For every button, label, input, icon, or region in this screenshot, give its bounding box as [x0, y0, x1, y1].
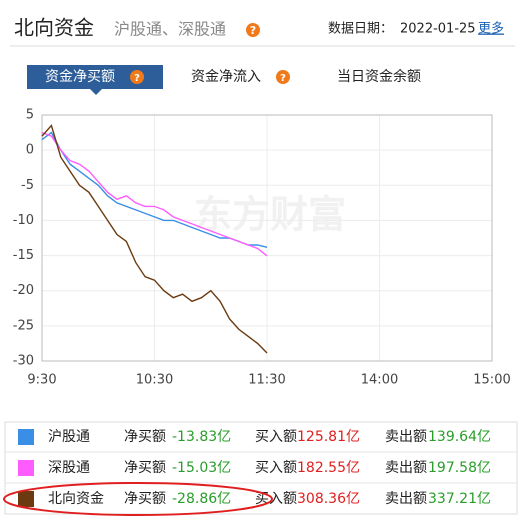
- chart: 东方财富 5 0 -5 -10 -15 -20 -25 -30 9:30 10:30 11:30 14:…: [13, 108, 511, 388]
- legend-swatch: [18, 429, 34, 445]
- legend-buy: 182.55亿: [297, 460, 360, 476]
- tab[interactable]: 资金净流入: [191, 69, 261, 85]
- y-tick-label: -15: [13, 248, 34, 263]
- tab[interactable]: 当日资金余额: [337, 68, 421, 85]
- series-line: [41, 124, 268, 354]
- legend-sell-label: 卖出额: [385, 460, 427, 476]
- tab-pointer: [90, 89, 102, 95]
- legend-sell: 337.21亿: [428, 491, 491, 507]
- plot-frame: [41, 114, 493, 362]
- legend-sell-label: 卖出额: [385, 429, 427, 445]
- help-icon[interactable]: [246, 23, 260, 37]
- x-tick-label: 10:30: [136, 373, 173, 388]
- header-title: 北向资金: [14, 16, 94, 40]
- y-tick-label: -20: [13, 283, 34, 298]
- x-tick-label: 14:00: [361, 373, 398, 388]
- legend-sell-label: 卖出额: [385, 491, 427, 507]
- legend-net: -15.03亿: [172, 460, 231, 476]
- legend-swatch: [18, 460, 34, 476]
- legend-name: 深股通: [48, 460, 90, 476]
- legend-net-label: 净买额: [124, 460, 166, 476]
- legend-name: 沪股通: [48, 429, 90, 445]
- date-label: 数据日期：: [328, 22, 393, 37]
- legend-buy-label: 买入额: [255, 460, 297, 476]
- legend-net-label: 净买额: [124, 429, 166, 445]
- y-tick-label: 5: [26, 108, 34, 123]
- legend-buy: 308.36亿: [297, 491, 360, 507]
- y-tick-label: -10: [13, 213, 34, 228]
- legend-net-label: 净买额: [124, 491, 166, 507]
- x-tick-label: 11:30: [248, 373, 285, 388]
- series-line: [41, 131, 268, 257]
- legend-sell: 139.64亿: [428, 429, 491, 445]
- tab[interactable]: 资金净买额: [45, 69, 115, 85]
- legend-box: [4, 421, 518, 515]
- x-tick-label: 15:00: [473, 373, 510, 388]
- legend-name: 北向资金: [48, 491, 104, 507]
- legend-swatch: [18, 491, 34, 507]
- y-tick-label: 0: [26, 143, 34, 158]
- help-icon-text[interactable]: ?: [250, 24, 256, 37]
- help-icon-text[interactable]: ?: [280, 73, 286, 84]
- highlight-ellipse: [3, 482, 273, 516]
- header-subtitle: 沪股通、深股通: [114, 20, 226, 39]
- legend-buy: 125.81亿: [297, 429, 360, 445]
- legend-sell: 197.58亿: [428, 460, 491, 476]
- date: 2022-01-25: [400, 22, 476, 37]
- x-tick-label: 9:30: [27, 373, 56, 388]
- legend-net: -28.86亿: [172, 491, 231, 507]
- help-icon[interactable]: [130, 70, 144, 84]
- legend-net: -13.83亿: [172, 429, 231, 445]
- y-tick-label: -30: [13, 354, 34, 369]
- y-tick-label: -25: [13, 318, 34, 333]
- help-icon[interactable]: [276, 70, 290, 84]
- y-tick-label: -5: [21, 178, 34, 193]
- help-icon-text[interactable]: ?: [134, 73, 140, 84]
- more-link[interactable]: 更多: [478, 21, 504, 37]
- watermark: 东方财富: [194, 193, 346, 237]
- legend-buy-label: 买入额: [255, 429, 297, 445]
